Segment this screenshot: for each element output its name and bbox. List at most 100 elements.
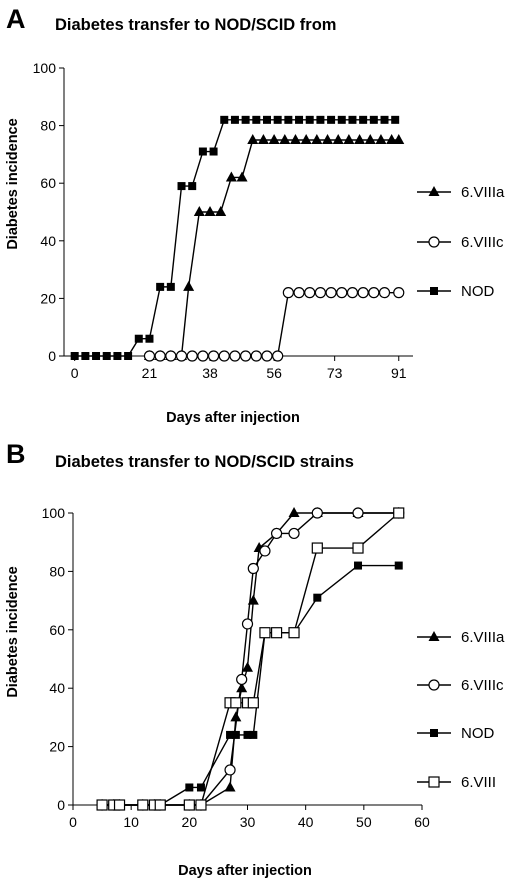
panel-b-letter: B <box>6 439 26 469</box>
panel-b-legend-item-6-viii: 6.VIII <box>417 774 496 791</box>
panel-a-series-6-viiia <box>143 134 405 360</box>
panel-a-point-6-viiia <box>393 134 405 144</box>
panel-a-point-6-viiia <box>268 134 280 144</box>
panel-a-point-nod <box>316 115 325 124</box>
panel-a-point-6-viiia <box>343 134 355 144</box>
panel-a-series-6-viiic <box>143 287 405 362</box>
panel-a-point-6-viiia <box>193 206 205 216</box>
panel-a-y-tick-label: 20 <box>40 290 56 306</box>
panel-b-point-6-viiia <box>288 507 300 517</box>
panel-b-x-tick-label: 30 <box>240 814 256 830</box>
panel-b-point-nod <box>249 730 258 739</box>
panel-b-point-6-viiic <box>352 507 364 519</box>
panel-b-point-6-viiic <box>270 527 283 540</box>
panel-a-point-6-viiic <box>346 287 359 299</box>
panel-b-point-nod <box>313 593 322 602</box>
panel-b-point-6-viii <box>247 697 259 709</box>
panel-a-legend-label-6-viiia: 6.VIIIa <box>461 184 505 201</box>
panel-a-y-tick-label: 40 <box>40 233 56 249</box>
panel-a-point-6-viiic <box>197 350 209 362</box>
panel-b-point-6-viiia <box>230 711 242 722</box>
panel-b-point-6-viii <box>137 799 149 811</box>
panel-a-point-6-viiic <box>393 287 405 299</box>
panel-a-plot: 0 20 40 60 80 100 0 21 38 56 73 91 6.VIIIa 6.VIIIc NOD <box>33 60 505 381</box>
panel-a-point-6-viiic <box>165 350 177 362</box>
panel-a-point-nod <box>262 115 271 124</box>
panel-b-point-6-viii <box>311 542 323 554</box>
panel-b-legend-marker-nod <box>430 729 438 737</box>
panel-a-point-nod <box>156 282 165 291</box>
panel-a-point-nod <box>166 282 175 291</box>
panel-b-point-6-viiia <box>224 781 236 792</box>
panel-a-point-6-viiic <box>368 287 380 299</box>
panel-a-legend-item-6-viiic: 6.VIIIc <box>417 234 504 251</box>
panel-a-point-nod <box>220 115 229 124</box>
panel-b-point-6-viii <box>154 799 166 811</box>
panel-a-legend-label-6-viiic: 6.VIIIc <box>461 234 504 251</box>
panel-a-point-6-viiic <box>229 350 241 362</box>
panel-a-point-nod <box>230 115 239 124</box>
panel-b-x-tick-label: 20 <box>182 814 198 830</box>
panel-b-point-6-viiic <box>236 673 248 686</box>
panel-a-point-6-viiia <box>215 206 227 216</box>
panel-b-y-tick-label: 100 <box>42 505 66 521</box>
panel-b-point-6-viiic <box>311 507 323 519</box>
panel-b-legend-item-6-viiia: 6.VIIIa <box>417 629 505 646</box>
panel-a-point-nod <box>327 115 336 124</box>
panel-a-point-6-viiia <box>311 134 323 144</box>
panel-b-point-6-viii <box>270 627 283 639</box>
panel-a-legend-item-nod: NOD <box>417 283 495 300</box>
panel-b-point-6-viiic <box>224 764 236 776</box>
panel-a-point-nod <box>102 352 111 360</box>
panel-a-series-nod <box>70 115 400 360</box>
panel-a-x-tick-label: 91 <box>391 365 407 381</box>
panel-a-point-nod <box>92 352 101 360</box>
panel-b-point-nod <box>185 783 194 792</box>
panel-a-point-nod <box>252 115 261 124</box>
panel-a-point-6-viiic <box>218 350 230 362</box>
panel-a-point-nod <box>134 334 143 343</box>
panel-b-y-tick-label: 40 <box>49 680 65 696</box>
panel-b-legend-label-6-viiic: 6.VIIIc <box>461 677 504 694</box>
panel-a-y-tick-label: 80 <box>40 118 56 134</box>
panel-a-point-nod <box>380 115 389 124</box>
panel-b-legend-marker-6-viiia <box>428 631 440 641</box>
panel-b-series-line-6-viiia <box>102 512 399 806</box>
panel-a-point-nod <box>145 334 154 343</box>
panel-b-legend-label-nod: NOD <box>461 725 495 742</box>
panel-b-point-6-viii <box>393 507 405 519</box>
panel-a-point-nod <box>305 115 314 124</box>
panel-a-point-6-viiic <box>272 350 284 362</box>
panel-a-point-6-viiia <box>204 206 216 216</box>
panel-a-point-6-viiic <box>143 350 156 362</box>
panel-b-point-6-viiic <box>247 562 259 575</box>
panel-b-y-axis-label: Diabetes incidence <box>5 566 21 697</box>
panel-a-point-6-viiic <box>175 350 188 362</box>
panel-a-point-nod <box>273 115 282 124</box>
panel-a-point-nod <box>124 352 133 360</box>
panel-a-point-nod <box>198 147 207 156</box>
panel-a-point-6-viiic <box>336 287 348 299</box>
panel-b-x-tick-label: 60 <box>414 814 430 830</box>
panel-b-series-line-6-viii <box>102 512 400 806</box>
panel-a-y-tick-label: 60 <box>40 175 56 191</box>
panel-b-x-tick-label: 50 <box>356 814 372 830</box>
panel-a-point-nod <box>113 352 122 360</box>
panel-b-legend-marker-6-viii <box>428 776 440 788</box>
panel-b-legend-label-6-viiia: 6.VIIIa <box>461 629 505 646</box>
panel-a-point-nod <box>241 115 250 124</box>
panel-a-point-nod <box>391 115 400 124</box>
panel-a-point-6-viiic <box>304 287 316 299</box>
panel-a-point-6-viiia <box>332 134 344 144</box>
panel-b-point-6-viii <box>288 627 300 639</box>
panel-a-legend-marker-6-viiia <box>428 186 440 196</box>
panel-a-point-6-viiic <box>314 287 327 299</box>
panel-a-point-6-viiic <box>250 350 262 362</box>
panel-a-point-nod <box>369 115 378 124</box>
panel-a-title: Diabetes transfer to NOD/SCID from <box>55 16 336 34</box>
panel-b-point-6-viiia <box>242 661 253 672</box>
panel-b-x-axis-label: Days after injection <box>178 863 312 879</box>
panel-b-plot: 0 20 40 60 80 100 0 10 20 30 40 50 60 6.VIIIa 6.VIIIc N… <box>42 505 505 830</box>
panel-a-point-6-viiic <box>261 350 273 362</box>
